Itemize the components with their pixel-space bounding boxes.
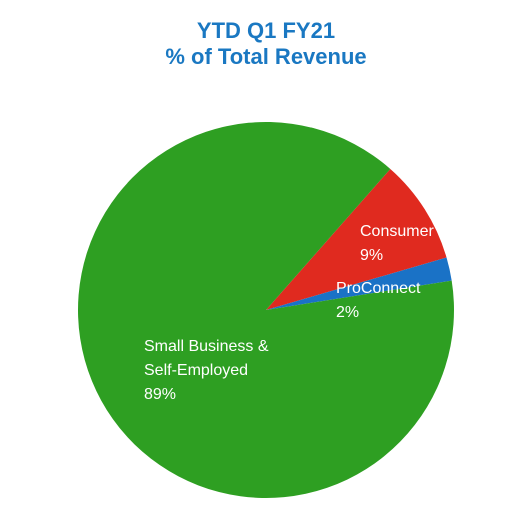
- slice-value: 9%: [360, 247, 384, 264]
- slice-value: 2%: [336, 304, 360, 321]
- chart-subtitle: % of Total Revenue: [165, 44, 367, 69]
- slice-label: Consumer: [360, 223, 434, 240]
- pie-slice: [77, 121, 454, 498]
- slice-label: Small Business & Self-Employed: [144, 338, 269, 379]
- pie-slice: [266, 168, 447, 310]
- slice-label: ProConnect: [336, 280, 421, 297]
- slice-value: 89%: [144, 386, 177, 403]
- chart-title: YTD Q1 FY21: [196, 18, 336, 43]
- pie-slice: [266, 257, 452, 310]
